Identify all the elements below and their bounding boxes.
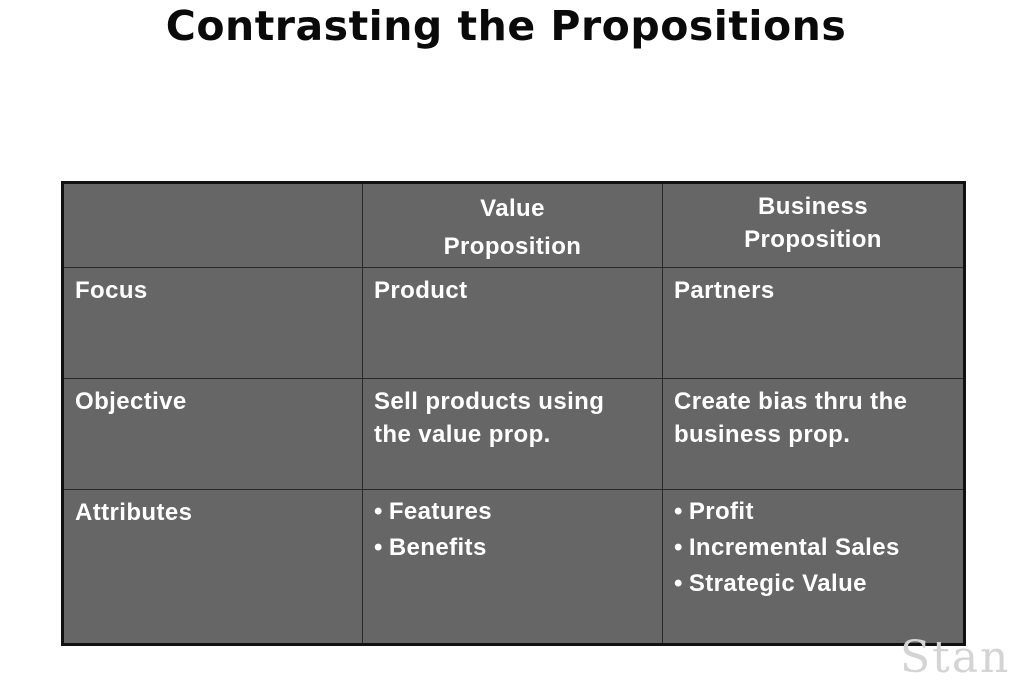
objective-business-line1: Create bias thru the bbox=[674, 388, 908, 415]
header-business-line2: Proposition bbox=[744, 226, 882, 253]
header-value-line1: Value bbox=[480, 195, 545, 222]
page-title: Contrasting the Propositions bbox=[165, 2, 847, 50]
business-attributes-list: Profit Incremental Sales Strategic Value bbox=[674, 492, 952, 604]
table-row-focus: Focus Product Partners bbox=[62, 267, 965, 379]
row-label-attributes: Attributes bbox=[62, 489, 363, 645]
row-label-focus: Focus bbox=[62, 267, 363, 379]
comparison-table: Value Proposition Business Proposition F… bbox=[61, 181, 966, 646]
watermark-text: Stan bbox=[900, 632, 1011, 683]
table-header-row: Value Proposition Business Proposition bbox=[62, 182, 965, 268]
list-item: Incremental Sales bbox=[674, 528, 952, 568]
cell-focus-business: Partners bbox=[662, 267, 965, 379]
value-attributes-list: Features Benefits bbox=[374, 492, 651, 568]
table-row-attributes: Attributes Features Benefits Profit Incr… bbox=[62, 489, 965, 645]
objective-value-line2: the value prop. bbox=[374, 421, 551, 448]
objective-value-line1: Sell products using bbox=[374, 388, 605, 415]
header-value-line2: Proposition bbox=[443, 233, 582, 260]
list-item: Features bbox=[374, 492, 651, 532]
cell-objective-business: Create bias thru the business prop. bbox=[662, 378, 965, 490]
cell-focus-value: Product bbox=[362, 267, 663, 379]
header-cell-empty bbox=[62, 182, 363, 268]
objective-business-line2: business prop. bbox=[674, 421, 851, 448]
row-label-objective: Objective bbox=[62, 378, 363, 490]
header-cell-business-proposition: Business Proposition bbox=[662, 182, 965, 268]
cell-attributes-value: Features Benefits bbox=[362, 489, 663, 645]
table-row-objective: Objective Sell products using the value … bbox=[62, 378, 965, 490]
list-item: Strategic Value bbox=[674, 564, 952, 604]
cell-attributes-business: Profit Incremental Sales Strategic Value bbox=[662, 489, 965, 645]
list-item: Profit bbox=[674, 492, 952, 532]
header-business-line1: Business bbox=[758, 193, 868, 220]
list-item: Benefits bbox=[374, 528, 651, 568]
header-cell-value-proposition: Value Proposition bbox=[362, 182, 663, 268]
cell-objective-value: Sell products using the value prop. bbox=[362, 378, 663, 490]
